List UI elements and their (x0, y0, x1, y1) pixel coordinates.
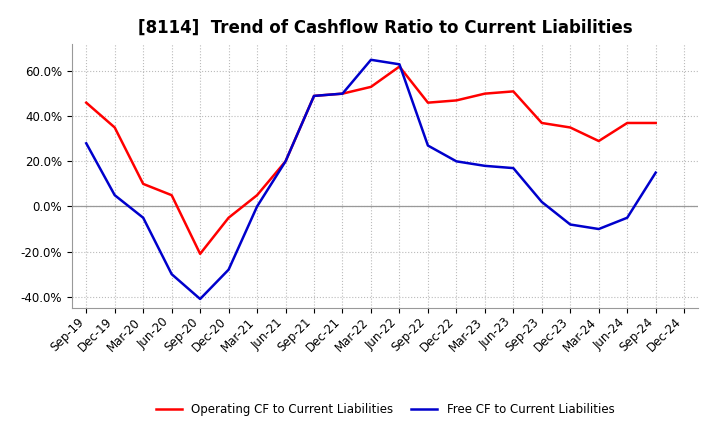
Operating CF to Current Liabilities (395, 64, 404, 69)
Operating CF to Current Liabilities (623, 120, 631, 125)
Free CF to Current Liabilities (139, 215, 148, 220)
Free CF to Current Liabilities (452, 159, 461, 164)
Operating CF to Current Liabilities (139, 181, 148, 187)
Operating CF to Current Liabilities (82, 100, 91, 105)
Free CF to Current Liabilities (110, 193, 119, 198)
Free CF to Current Liabilities (509, 165, 518, 171)
Free CF to Current Liabilities (623, 215, 631, 220)
Operating CF to Current Liabilities (480, 91, 489, 96)
Title: [8114]  Trend of Cashflow Ratio to Current Liabilities: [8114] Trend of Cashflow Ratio to Curren… (138, 19, 632, 37)
Free CF to Current Liabilities (338, 91, 347, 96)
Operating CF to Current Liabilities (566, 125, 575, 130)
Operating CF to Current Liabilities (167, 193, 176, 198)
Free CF to Current Liabilities (423, 143, 432, 148)
Free CF to Current Liabilities (652, 170, 660, 175)
Operating CF to Current Liabilities (225, 215, 233, 220)
Free CF to Current Liabilities (480, 163, 489, 169)
Free CF to Current Liabilities (566, 222, 575, 227)
Free CF to Current Liabilities (282, 159, 290, 164)
Free CF to Current Liabilities (225, 267, 233, 272)
Operating CF to Current Liabilities (509, 89, 518, 94)
Free CF to Current Liabilities (310, 93, 318, 99)
Free CF to Current Liabilities (366, 57, 375, 62)
Free CF to Current Liabilities (537, 199, 546, 205)
Operating CF to Current Liabilities (310, 93, 318, 99)
Free CF to Current Liabilities (395, 62, 404, 67)
Operating CF to Current Liabilities (253, 193, 261, 198)
Free CF to Current Liabilities (595, 227, 603, 232)
Legend: Operating CF to Current Liabilities, Free CF to Current Liabilities: Operating CF to Current Liabilities, Fre… (151, 398, 619, 421)
Operating CF to Current Liabilities (452, 98, 461, 103)
Operating CF to Current Liabilities (196, 251, 204, 257)
Operating CF to Current Liabilities (282, 159, 290, 164)
Operating CF to Current Liabilities (338, 91, 347, 96)
Operating CF to Current Liabilities (423, 100, 432, 105)
Operating CF to Current Liabilities (652, 120, 660, 125)
Free CF to Current Liabilities (253, 204, 261, 209)
Line: Free CF to Current Liabilities: Free CF to Current Liabilities (86, 60, 656, 299)
Operating CF to Current Liabilities (366, 84, 375, 89)
Operating CF to Current Liabilities (110, 125, 119, 130)
Operating CF to Current Liabilities (537, 120, 546, 125)
Free CF to Current Liabilities (82, 141, 91, 146)
Operating CF to Current Liabilities (595, 139, 603, 144)
Free CF to Current Liabilities (196, 296, 204, 301)
Free CF to Current Liabilities (167, 271, 176, 277)
Line: Operating CF to Current Liabilities: Operating CF to Current Liabilities (86, 66, 656, 254)
